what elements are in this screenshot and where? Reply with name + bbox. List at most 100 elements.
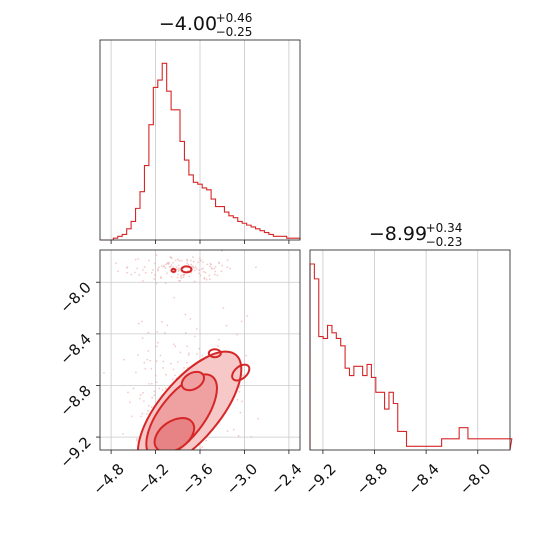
contour-sample-point (170, 276, 173, 278)
contour-sample-point (132, 387, 135, 390)
contour-sample-point (205, 278, 208, 281)
contour-sample-point (257, 417, 259, 420)
contour-sample-point (163, 265, 166, 267)
contour-level-island (207, 348, 222, 359)
contour-sample-point (199, 274, 202, 277)
contour-sample-point (136, 440, 138, 442)
contour-sample-point (208, 278, 211, 281)
contour-sample-point (204, 271, 207, 274)
contour-sample-point (147, 404, 150, 407)
contour-sample-point (138, 397, 141, 400)
contour-sample-point (189, 259, 192, 262)
contour-sample-point (138, 273, 141, 276)
contour-sample-point (150, 271, 153, 274)
contour-x-tick-label-2: −3.6 (178, 460, 216, 498)
contour-sample-point (152, 269, 154, 271)
contour-sample-point (122, 433, 125, 435)
contour-sample-point (226, 259, 229, 262)
contour-sample-point (173, 296, 175, 299)
contour-sample-point (192, 256, 194, 258)
contour-sample-point (191, 465, 193, 467)
contour-sample-point (133, 491, 135, 493)
contour-sample-point (182, 276, 185, 279)
contour-sample-point (150, 406, 153, 408)
contour-sample-point (141, 412, 144, 415)
contour-sample-point (156, 331, 159, 333)
contour-sample-point (141, 280, 144, 282)
contour-sample-point (237, 435, 240, 437)
contour-sample-point (174, 259, 177, 262)
contour-sample-point (158, 266, 160, 269)
contour-sample-point (178, 269, 181, 272)
contour-sample-point (198, 272, 200, 275)
contour-sample-point (242, 374, 244, 377)
contour-sample-point (201, 354, 204, 357)
contour-sample-point (177, 267, 180, 270)
contour-sample-point (154, 274, 156, 276)
contour-sample-point (135, 371, 137, 374)
contour-sample-point (220, 270, 223, 272)
contour-sample-point (180, 259, 183, 262)
contour-level-3b (180, 370, 206, 392)
contour-sample-point (179, 491, 181, 493)
contour-sample-point (226, 430, 229, 433)
contour-sample-point (236, 333, 239, 336)
contour-sample-point (134, 271, 136, 274)
contour-sample-point (183, 367, 185, 369)
right-title-plus: +0.34 (426, 221, 463, 235)
contour-level-outer (231, 363, 251, 382)
contour-sample-point (179, 275, 182, 278)
contour-sample-point (216, 469, 218, 471)
contour-sample-point (198, 269, 201, 271)
contour-sample-point (221, 264, 223, 267)
contour-sample-point (142, 392, 144, 394)
contour-sample-point (202, 267, 204, 270)
contour-sample-point (210, 267, 213, 269)
contour-sample-point (206, 263, 209, 266)
contour-sample-point (183, 273, 185, 276)
contour-sample-point (209, 265, 211, 268)
histogram-panel-param2: −9.2 −8.8 −8.4 −8.0 −8.99+0.34−0.23 (301, 221, 513, 499)
contour-x-tick-label-4: −2.4 (267, 460, 305, 498)
contour-sample-point (180, 274, 183, 277)
contour-sample-point (148, 259, 150, 262)
contour-sample-point (169, 265, 172, 268)
contour-sample-point (147, 467, 149, 469)
contour-sample-point (134, 258, 137, 261)
contour-sample-point (186, 345, 189, 348)
contour-sample-point (171, 462, 173, 464)
contour-sample-point (177, 264, 180, 267)
contour-sample-point (147, 410, 149, 412)
contour-sample-point (225, 324, 228, 327)
contour-sample-point (213, 273, 216, 276)
right-frame (309, 249, 511, 451)
contour-sample-point (155, 282, 158, 285)
contour-sample-point (172, 266, 175, 268)
contour-sample-point (174, 374, 176, 377)
contour-sample-point (166, 272, 168, 275)
contour-sample-point (175, 266, 178, 268)
contour-sample-point (144, 271, 147, 274)
contour-sample-point (137, 257, 140, 260)
contour-x-tick-label-1: −4.2 (134, 460, 172, 498)
contour-sample-point (170, 362, 172, 365)
contour-sample-point (250, 435, 253, 438)
contour-sample-point (246, 315, 249, 317)
contour-sample-point (162, 360, 165, 363)
contour-sample-point (161, 512, 163, 514)
contour-sample-point (240, 320, 243, 323)
contour-sample-point (147, 331, 150, 334)
contour-sample-point (162, 367, 164, 369)
contour-sample-point (180, 474, 182, 476)
contour-sample-point (186, 262, 189, 265)
contour-sample-point (176, 472, 178, 474)
top-histogram-step (100, 62, 301, 241)
right-x-tick-label-2: −8.4 (404, 460, 442, 498)
contour-sample-point (156, 341, 159, 344)
right-title-minus: −0.23 (426, 235, 463, 249)
contour-x-tick-label-0: −4.8 (89, 460, 127, 498)
contour-sample-point (117, 270, 119, 273)
contour-sample-point (232, 428, 235, 431)
contour-y-tick-label-0: −9.2 (56, 433, 94, 471)
